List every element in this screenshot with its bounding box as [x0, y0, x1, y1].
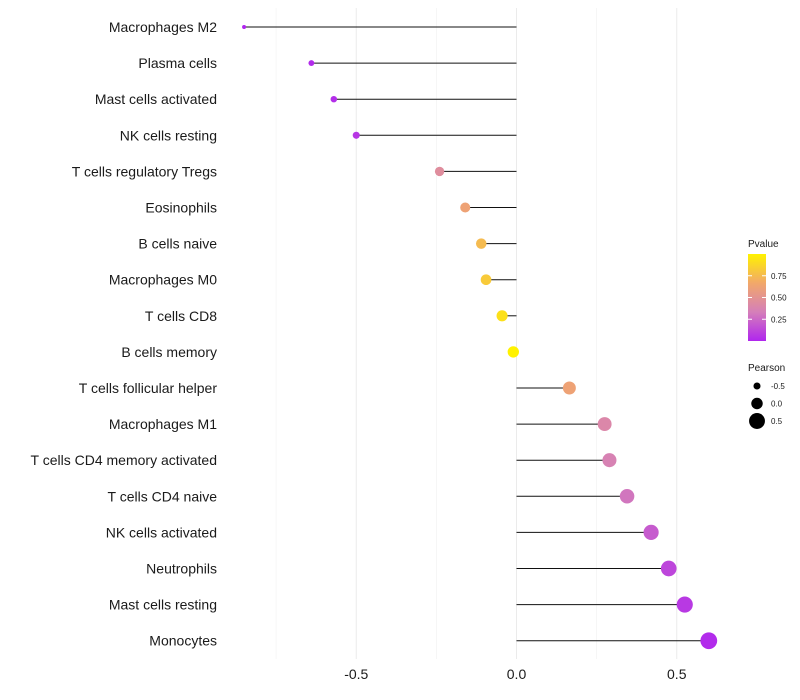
y-axis-label: B cells naive	[138, 236, 217, 252]
x-axis-tick-label: 0.5	[667, 666, 687, 682]
pearson-size-keys: -0.5 0.0 0.5	[749, 382, 785, 429]
lollipop-dot	[352, 131, 360, 139]
pearson-legend-title: Pearson	[748, 363, 785, 374]
y-axis-label: T cells regulatory Tregs	[72, 163, 217, 179]
lollipop-dot	[308, 60, 315, 67]
lollipop-dot	[460, 202, 471, 213]
lollipop-dot	[562, 381, 576, 395]
pearson-size-key	[749, 413, 765, 429]
pvalue-colorbar	[748, 254, 766, 341]
y-axis-label: NK cells resting	[120, 127, 217, 143]
pvalue-colorbar-ticks: 0.25 0.50 0.75	[748, 272, 787, 324]
y-axis-labels: Macrophages M2 Plasma cells Mast cells act…	[31, 19, 218, 649]
x-axis-tick-label: 0.0	[507, 666, 527, 682]
lollipop-dot	[507, 346, 519, 358]
y-axis-label: Macrophages M0	[109, 272, 217, 288]
y-axis-label: Macrophages M1	[109, 416, 217, 432]
lollipop-dot	[676, 596, 693, 613]
lollipop-dot	[660, 560, 677, 577]
lollipop-dot	[480, 274, 492, 286]
lollipop-dots	[242, 25, 718, 650]
lollipop-dot	[434, 166, 445, 177]
y-axis-label: T cells CD4 memory activated	[31, 452, 217, 468]
colorbar-tick-label: 0.75	[771, 272, 787, 281]
y-axis-label: Macrophages M2	[109, 19, 217, 35]
pvalue-legend-title: Pvalue	[748, 239, 779, 250]
pearson-size-label: 0.5	[771, 417, 783, 426]
lollipop-dot	[700, 632, 718, 650]
pearson-legend: Pearson -0.5 0.0 0.5	[748, 363, 785, 429]
pearson-size-key	[753, 382, 761, 390]
colorbar-tick-label: 0.25	[771, 315, 787, 324]
lollipop-dot	[643, 524, 659, 540]
y-axis-label: Neutrophils	[146, 561, 217, 577]
lollipop-dot	[242, 25, 247, 29]
x-axis-ticks: -0.5 0.0 0.5	[344, 666, 687, 682]
lollipop-dot	[602, 453, 617, 468]
pearson-size-label: 0.0	[771, 400, 783, 409]
y-axis-label: Eosinophils	[145, 200, 217, 216]
y-axis-label: T cells CD8	[145, 308, 217, 324]
y-axis-label: Plasma cells	[138, 55, 217, 71]
pvalue-legend: Pvalue 0.25 0.50 0.75	[748, 239, 787, 341]
lollipop-stems	[244, 26, 709, 642]
pearson-size-key	[751, 397, 763, 410]
lollipop-dot	[597, 417, 612, 432]
grid-lines	[275, 8, 678, 659]
y-axis-label: B cells memory	[121, 344, 217, 360]
colorbar-tick-label: 0.50	[771, 294, 787, 303]
lollipop-dot	[475, 238, 487, 249]
y-axis-label: Mast cells resting	[109, 597, 217, 613]
y-axis-label: Mast cells activated	[95, 91, 217, 107]
pearson-size-label: -0.5	[771, 382, 785, 391]
y-axis-label: NK cells activated	[106, 524, 217, 540]
y-axis-label: Monocytes	[149, 633, 217, 649]
lollipop-dot	[496, 310, 508, 322]
y-axis-label: T cells CD4 naive	[108, 488, 218, 504]
lollipop-dot	[330, 95, 338, 103]
x-axis-tick-label: -0.5	[344, 666, 368, 682]
y-axis-label: T cells follicular helper	[79, 380, 218, 396]
lollipop-dot	[619, 489, 635, 504]
